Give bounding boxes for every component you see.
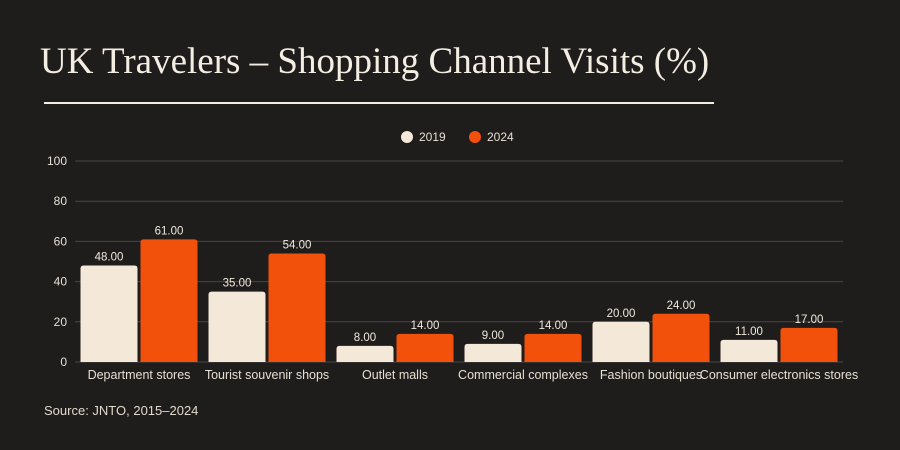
- category-label: Consumer electronics stores: [700, 368, 858, 382]
- value-label: 48.00: [95, 252, 124, 264]
- value-label: 9.00: [482, 330, 504, 342]
- y-tick-label: 20: [54, 315, 68, 329]
- chart-title: UK Travelers – Shopping Channel Visits (…: [40, 41, 710, 82]
- bar-2019: [208, 291, 266, 362]
- legend-label: 2024: [487, 130, 514, 144]
- legend[interactable]: 2019 2024: [401, 130, 514, 144]
- category-label: Department stores: [88, 368, 191, 382]
- legend-marker-2024: [469, 131, 481, 143]
- value-label: 24.00: [667, 300, 696, 312]
- bar-2024: [268, 253, 326, 362]
- value-label: 61.00: [155, 225, 184, 237]
- value-label: 8.00: [354, 332, 376, 344]
- value-label: 54.00: [283, 239, 312, 251]
- bar-2024: [780, 327, 838, 362]
- bar-2024: [652, 313, 710, 362]
- value-label: 14.00: [411, 320, 440, 332]
- bar-2019: [336, 345, 394, 362]
- category-labels: Department stores Tourist souvenir shops O…: [88, 368, 859, 382]
- category-label: Commercial complexes: [458, 368, 588, 382]
- category-label: Tourist souvenir shops: [205, 368, 329, 382]
- source-note: Source: JNTO, 2015–2024: [44, 403, 199, 418]
- legend-marker-2019: [401, 131, 413, 143]
- y-tick-label: 80: [54, 194, 68, 208]
- category-label: Outlet malls: [362, 368, 428, 382]
- bar-2024: [524, 333, 582, 362]
- value-label: 35.00: [223, 278, 252, 290]
- y-tick-label: 0: [60, 355, 67, 369]
- gridlines: [75, 160, 843, 363]
- legend-label: 2019: [419, 130, 446, 144]
- bar-2019: [80, 265, 138, 362]
- value-label: 14.00: [539, 320, 568, 332]
- value-label: 11.00: [735, 326, 763, 338]
- bar-2019: [592, 321, 650, 362]
- bar-2024: [396, 333, 454, 362]
- value-label: 17.00: [795, 314, 824, 326]
- bars: [80, 239, 838, 362]
- y-axis-ticks: 0 20 40 60 80 100: [47, 154, 67, 369]
- value-labels: 48.00 61.00 35.00 54.00 8.00 14.00 9.00 14.00 20…: [95, 225, 824, 344]
- bar-2019: [720, 339, 778, 362]
- y-tick-label: 100: [47, 154, 67, 168]
- value-label: 20.00: [607, 308, 636, 320]
- title-underline: [44, 102, 714, 104]
- y-tick-label: 60: [54, 234, 68, 248]
- y-tick-label: 40: [54, 275, 68, 289]
- category-label: Fashion boutiques: [600, 368, 702, 382]
- bar-2019: [464, 343, 522, 362]
- bar-2024: [140, 239, 198, 362]
